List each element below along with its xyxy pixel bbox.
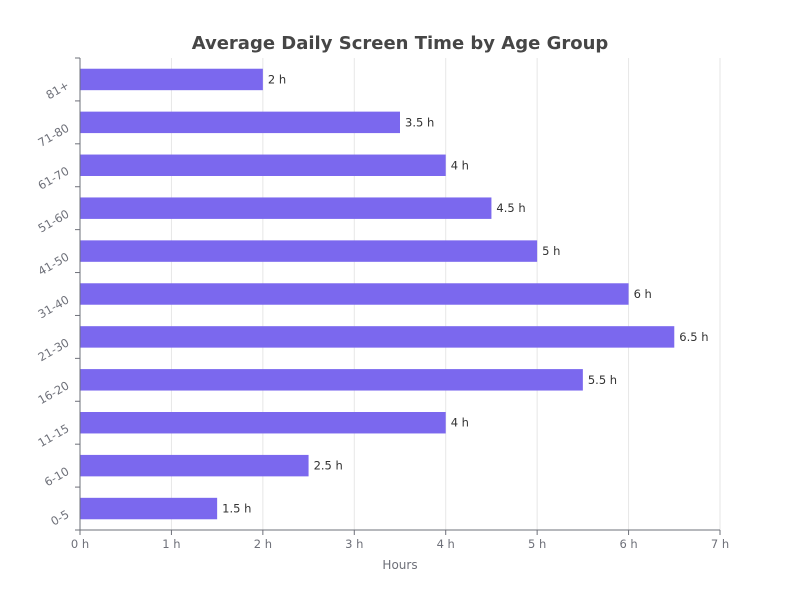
y-category-label: 16-20 <box>36 378 72 407</box>
data-label: 1.5 h <box>222 502 251 516</box>
x-tick-label: 3 h <box>345 537 363 551</box>
data-label: 5 h <box>542 244 560 258</box>
bar-16-20 <box>80 369 583 391</box>
data-labels: 1.5 h 2.5 h 4 h 5.5 h 6.5 h 6 h 5 h 4.5 h 4 h 3.5… <box>222 72 708 515</box>
x-tick-label: 2 h <box>254 537 272 551</box>
data-label: 2 h <box>268 72 286 86</box>
data-label: 6.5 h <box>679 330 708 344</box>
y-category-label: 71-80 <box>36 121 72 150</box>
y-category-label: 6-10 <box>42 464 72 489</box>
y-category-label: 81+ <box>43 78 71 102</box>
x-tick-label: 6 h <box>619 537 637 551</box>
data-label: 3.5 h <box>405 115 434 129</box>
chart-title: Average Daily Screen Time by Age Group <box>192 33 609 54</box>
bar-71-80 <box>80 111 400 134</box>
bar-61-70 <box>80 154 446 176</box>
x-tick-label: 4 h <box>437 537 455 551</box>
bar-6-10 <box>80 454 309 477</box>
bar-81+ <box>80 68 263 91</box>
data-label: 4 h <box>451 158 469 172</box>
x-tick-label: 0 h <box>71 537 89 551</box>
data-label: 6 h <box>634 287 652 301</box>
bars <box>80 68 675 520</box>
y-category-label: 41-50 <box>36 250 72 279</box>
x-axis-ticks: 0 h 1 h 2 h 3 h 4 h 5 h 6 h 7 h <box>71 530 729 551</box>
bar-21-30 <box>80 326 675 348</box>
bar-41-50 <box>80 240 538 262</box>
data-label: 4 h <box>451 416 469 430</box>
y-axis-categories: 0-5 6-10 11-15 16-20 21-30 31-40 41-50 51-60 61-… <box>36 78 72 529</box>
y-category-label: 21-30 <box>36 335 72 364</box>
data-label: 4.5 h <box>496 201 525 215</box>
bar-0-5 <box>80 497 218 520</box>
x-tick-label: 5 h <box>528 537 546 551</box>
axes <box>75 57 720 531</box>
bar-31-40 <box>80 283 629 305</box>
x-tick-label: 7 h <box>711 537 729 551</box>
y-category-label: 0-5 <box>48 507 71 529</box>
x-tick-label: 1 h <box>162 537 180 551</box>
x-axis-title: Hours <box>382 558 417 572</box>
y-category-label: 31-40 <box>36 292 72 321</box>
y-category-label: 51-60 <box>36 207 72 236</box>
bar-11-15 <box>80 412 446 434</box>
bar-51-60 <box>80 197 492 219</box>
data-label: 2.5 h <box>314 459 343 473</box>
y-category-label: 11-15 <box>36 421 72 450</box>
y-category-label: 61-70 <box>36 164 72 193</box>
data-label: 5.5 h <box>588 373 617 387</box>
